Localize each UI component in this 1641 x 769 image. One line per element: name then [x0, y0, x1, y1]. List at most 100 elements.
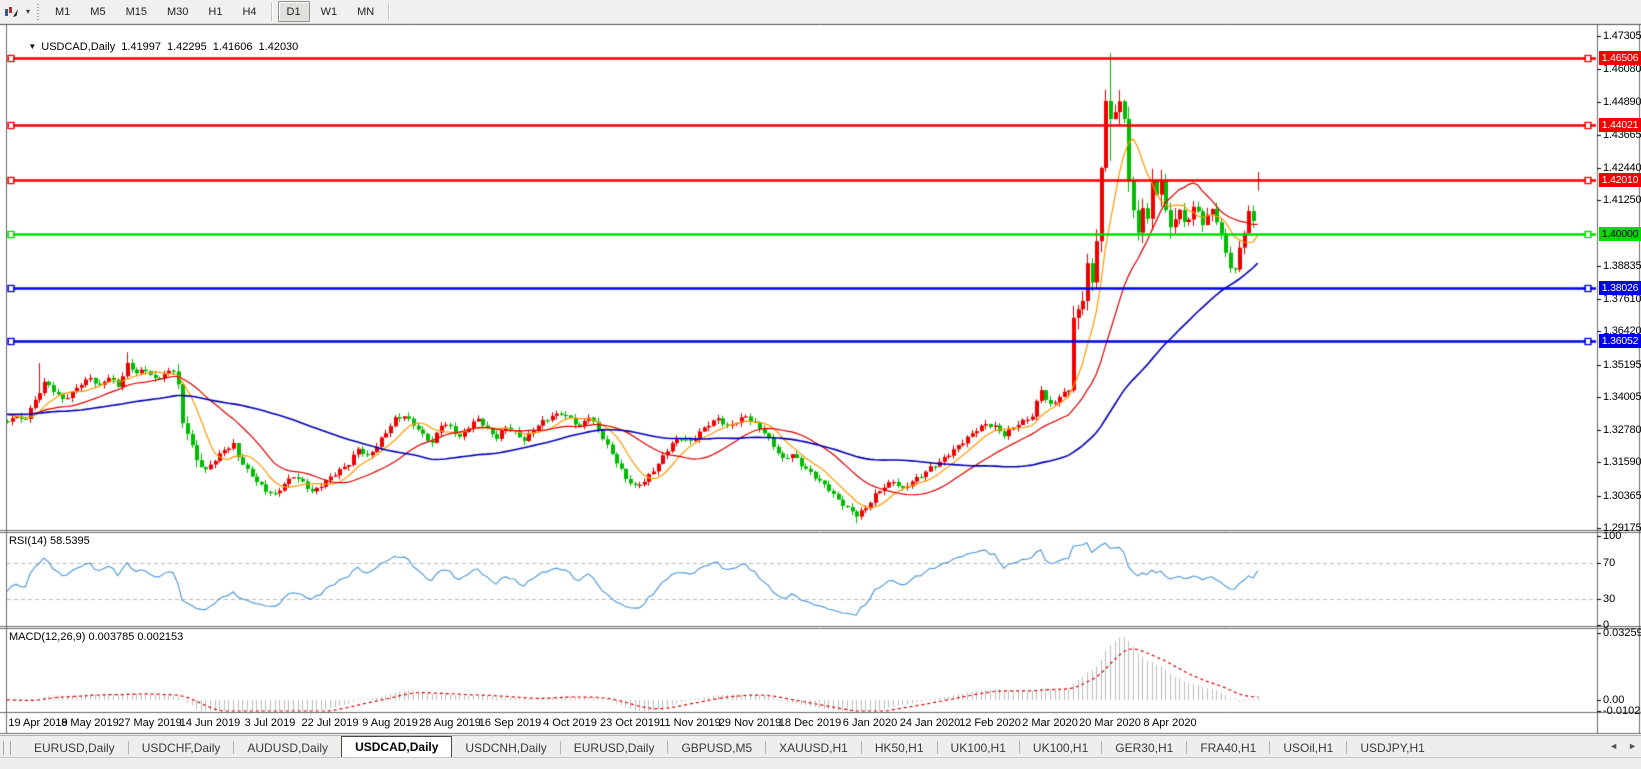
timeframe-button-w1[interactable]: W1 — [320, 5, 338, 18]
chart-tab-uk100-h1[interactable]: UK100,H1 — [950, 741, 1006, 755]
date-axis-label: 22 Jul 2019 — [301, 717, 359, 729]
tab-separator — [1269, 741, 1271, 754]
tab-separator — [1186, 741, 1188, 754]
tabs-scroll-left-icon[interactable]: ◄ — [1609, 741, 1619, 751]
price-axis-tick: 1.42440 — [1603, 162, 1641, 175]
price-level-label[interactable]: 1.38026 — [1599, 280, 1641, 295]
price-axis-tick: 1.29175 — [1603, 522, 1641, 534]
rsi-axis-tick: 30 — [1603, 593, 1616, 605]
chart-tab-uk100-h1[interactable]: UK100,H1 — [1032, 741, 1089, 755]
date-axis-label: 16 Sep 2019 — [478, 717, 542, 729]
chart-title-collapse-icon[interactable]: ▼ — [28, 42, 37, 51]
price-axis-tick: 1.46080 — [1603, 63, 1641, 76]
tab-separator — [1101, 741, 1103, 754]
ohlc-close: 1.42030 — [258, 41, 299, 53]
tabbar-grip — [3, 741, 11, 755]
rsi-axis-tick: 0 — [1603, 619, 1610, 631]
rsi-axis-tick: 100 — [1603, 530, 1622, 542]
date-axis-label: 27 May 2019 — [118, 717, 182, 729]
price-axis-tick: 1.38835 — [1603, 259, 1641, 272]
chart-cursor-button[interactable] — [0, 2, 22, 21]
date-axis-label: 4 Oct 2019 — [543, 717, 597, 729]
chart-cursor-dropdown-caret[interactable]: ▾ — [25, 7, 30, 16]
chart-tab-xauusd-h1[interactable]: XAUUSD,H1 — [779, 741, 848, 755]
chart-tab-usdjpy-h1[interactable]: USDJPY,H1 — [1360, 741, 1425, 755]
tab-separator — [860, 741, 862, 754]
chart-tab-bar: EURUSD,Daily USDCHF,Daily AUDUSD,Daily USDC… — [0, 735, 1641, 758]
chart-window: ▼ USDCAD,Daily 1.41997 1.42295 1.41606 1.4203… — [0, 24, 1641, 735]
price-level-label[interactable]: 1.40000 — [1599, 227, 1641, 242]
tab-separator — [1346, 741, 1348, 754]
toolbar-separator — [270, 2, 273, 21]
chart-tab-fra40-h1[interactable]: FRA40,H1 — [1200, 741, 1257, 755]
chart-tab-ger30-h1[interactable]: GER30,H1 — [1115, 741, 1174, 755]
timeframe-button-mn[interactable]: MN — [357, 5, 375, 18]
date-axis-label: 24 Jan 2020 — [899, 717, 961, 729]
price-axis-tick: 1.37610 — [1603, 293, 1641, 306]
date-axis-label: 11 Nov 2019 — [659, 717, 721, 729]
price-axis-tick: 1.31590 — [1603, 456, 1641, 469]
tabs-scroll-right-icon[interactable]: ► — [1628, 741, 1637, 751]
ohlc-open: 1.41997 — [121, 41, 161, 53]
macd-indicator-label: MACD(12,26,9) 0.003785 0.002153 — [9, 631, 184, 643]
tab-separator — [127, 741, 129, 754]
rsi-indicator-label: RSI(14) 58.5395 — [9, 535, 90, 547]
date-axis-label: 19 Apr 2019 — [8, 717, 68, 729]
price-level-label[interactable]: 1.44021 — [1599, 118, 1641, 133]
timeframe-button-h1[interactable]: H1 — [208, 5, 223, 18]
chart-tab-gbpusd-m5[interactable]: GBPUSD,M5 — [681, 741, 753, 755]
chart-tab-usdcnh-daily[interactable]: USDCNH,Daily — [465, 741, 547, 755]
macd-axis-tick: -0.010227 — [1603, 705, 1641, 717]
tab-separator — [765, 741, 767, 754]
timeframe-button-m5[interactable]: M5 — [90, 5, 106, 18]
toolbar-grip[interactable] — [36, 3, 41, 20]
chart-tab-eurusd-daily[interactable]: EURUSD,Daily — [573, 741, 655, 755]
tab-separator — [667, 741, 669, 754]
price-level-label[interactable]: 1.42010 — [1599, 172, 1641, 187]
date-axis-label: 9 Aug 2019 — [362, 717, 418, 729]
price-axis-tick: 1.32780 — [1603, 424, 1641, 437]
date-axis-label: 12 Feb 2020 — [959, 717, 1021, 729]
timeframe-button-m30[interactable]: M30 — [166, 5, 189, 18]
chart-tab-eurusd-daily[interactable]: EURUSD,Daily — [34, 741, 115, 755]
date-axis-label: 29 Nov 2019 — [718, 717, 782, 729]
chart-symbol: USDCAD,Daily — [41, 41, 116, 53]
timeframe-toolbar: ▾ M1 M5 M15 M30 H1 H4 D1 W1 MN — [0, 0, 1641, 24]
price-axis-tick: 1.44890 — [1603, 95, 1641, 108]
status-strip — [0, 757, 1641, 769]
date-axis-label: 18 Dec 2019 — [778, 717, 842, 729]
tab-separator — [559, 741, 561, 754]
chart-tab-hk50-h1[interactable]: HK50,H1 — [874, 741, 924, 755]
chart-tab-audusd-daily[interactable]: AUDUSD,Daily — [247, 741, 329, 755]
chart-tab-usdcad-daily[interactable]: USDCAD,Daily — [341, 736, 453, 758]
date-axis-label: 3 Jul 2019 — [244, 717, 296, 729]
price-axis-tick: 1.35195 — [1603, 358, 1641, 371]
timeframe-button-m15[interactable]: M15 — [125, 5, 147, 18]
price-level-label[interactable]: 1.36052 — [1599, 334, 1641, 349]
chart-title: ▼ USDCAD,Daily 1.41997 1.42295 1.41606 1.4203… — [10, 29, 298, 65]
price-level-label[interactable]: 1.46506 — [1599, 50, 1641, 65]
chart-tab-usdchf-daily[interactable]: USDCHF,Daily — [141, 741, 221, 755]
chart-tab-usoil-h1[interactable]: USOil,H1 — [1283, 741, 1334, 755]
timeframe-button-d1[interactable]: D1 — [277, 1, 310, 22]
tab-separator — [233, 741, 235, 754]
macd-axis-tick: 0.032595 — [1603, 627, 1641, 640]
timeframe-button-m1[interactable]: M1 — [55, 5, 71, 18]
date-axis-label: 28 Aug 2019 — [419, 717, 481, 729]
toolbar-separator — [388, 2, 391, 21]
tab-separator — [936, 741, 938, 754]
timeframe-button-h4[interactable]: H4 — [242, 5, 257, 18]
ohlc-high: 1.42295 — [167, 41, 207, 53]
date-axis-label: 6 Jan 2020 — [842, 717, 898, 729]
date-axis-label: 23 Oct 2019 — [600, 717, 660, 729]
ohlc-low: 1.41606 — [212, 41, 253, 53]
macd-axis-tick: 0.00 — [1603, 694, 1625, 706]
rsi-axis-tick: 70 — [1603, 557, 1616, 569]
date-axis-label: 2 Mar 2020 — [1022, 717, 1078, 729]
price-axis-tick: 1.47305 — [1603, 30, 1641, 42]
price-axis-tick: 1.41250 — [1603, 194, 1641, 207]
price-chart-canvas[interactable] — [0, 24, 1641, 735]
date-axis-label: 8 Apr 2020 — [1143, 717, 1197, 729]
date-axis-label: 8 May 2019 — [61, 717, 119, 729]
